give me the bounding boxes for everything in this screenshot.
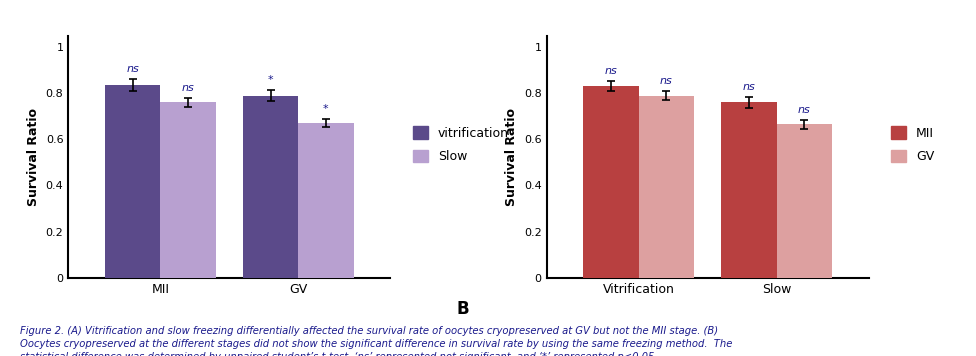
Text: Figure 2. (A) Vitrification and slow freezing differentially affected the surviv: Figure 2. (A) Vitrification and slow fre…	[20, 326, 717, 336]
Bar	[160, 103, 216, 278]
Bar	[777, 124, 832, 278]
Text: ns: ns	[604, 66, 618, 76]
Bar	[638, 95, 694, 278]
Bar	[243, 95, 299, 278]
Text: ns: ns	[743, 82, 755, 91]
Text: ns: ns	[126, 64, 140, 74]
Bar	[299, 123, 353, 278]
Legend: vitrification, Slow: vitrification, Slow	[413, 126, 508, 163]
Text: ns: ns	[797, 105, 811, 115]
Text: Oocytes cryopreserved at the different stages did not show the significant diffe: Oocytes cryopreserved at the different s…	[20, 339, 732, 349]
Text: ns: ns	[660, 76, 672, 86]
Legend: MII, GV: MII, GV	[891, 126, 934, 163]
Text: *: *	[268, 75, 273, 85]
Text: statistical difference was determined by unpaired student’s t-test. ‘ns’ represe: statistical difference was determined by…	[20, 352, 657, 356]
Bar	[105, 85, 160, 278]
Text: B: B	[457, 300, 469, 318]
Y-axis label: Survival Ratio: Survival Ratio	[27, 108, 40, 206]
Bar	[721, 103, 777, 278]
Y-axis label: Survival Ratio: Survival Ratio	[506, 108, 518, 206]
Bar	[584, 86, 638, 278]
Text: ns: ns	[182, 83, 194, 93]
Text: *: *	[323, 104, 329, 114]
